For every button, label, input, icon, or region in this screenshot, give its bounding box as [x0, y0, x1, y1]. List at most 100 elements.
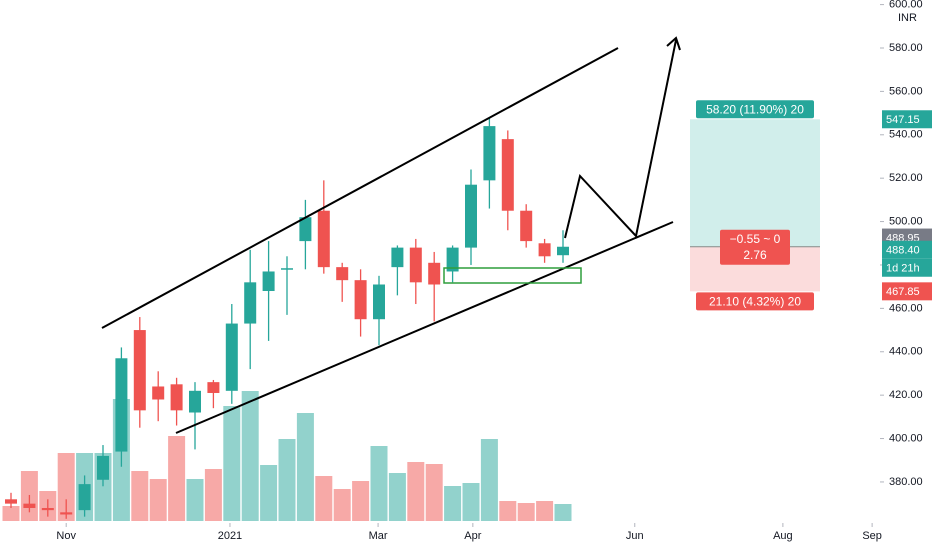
- x-tick-label: 2021: [218, 530, 242, 542]
- candle-body: [391, 247, 404, 268]
- lower-trend-line: [175, 221, 674, 434]
- candle-body: [207, 382, 220, 393]
- candle-body: [354, 280, 367, 320]
- volume-bar: [131, 471, 149, 521]
- candle-body: [281, 268, 293, 270]
- volume-bar: [554, 504, 572, 521]
- arrow-head: [666, 36, 681, 51]
- volume-bar: [204, 469, 222, 521]
- y-tick-label: 520.00: [889, 172, 923, 184]
- candle-body: [557, 246, 569, 256]
- candle-body: [520, 210, 533, 242]
- candle-body: [336, 267, 349, 281]
- countdown: 1d 21h: [886, 263, 920, 275]
- candle-body: [60, 512, 73, 515]
- candle-body: [446, 247, 459, 272]
- candle-body: [501, 139, 514, 211]
- candle-body: [41, 507, 54, 511]
- target-label-box: [696, 100, 814, 119]
- y-tick-label: 420.00: [889, 389, 923, 401]
- volume-bar: [388, 473, 406, 521]
- upper-trend-line: [101, 47, 619, 329]
- volume-bar: [57, 453, 75, 521]
- candle-body: [317, 210, 330, 268]
- position-areas: [690, 119, 820, 292]
- volume-bar: [260, 465, 278, 521]
- x-tick-label: Apr: [464, 530, 481, 542]
- stop-label-box: [696, 292, 814, 311]
- candle-layer: [5, 117, 569, 519]
- y-tick-label: 440.00: [889, 346, 923, 358]
- volume-bar: [223, 406, 241, 521]
- y-tick-label: 540.00: [889, 129, 923, 141]
- volume-bar: [536, 501, 554, 521]
- volume-bar: [296, 413, 314, 521]
- volume-bar: [2, 506, 20, 521]
- y-tick-label: 560.00: [889, 85, 923, 97]
- stop-price-tag: [882, 282, 932, 301]
- volume-bar: [407, 462, 425, 521]
- x-tick-label: Aug: [773, 530, 793, 542]
- volume-bar: [499, 501, 517, 521]
- candle-body: [78, 484, 91, 511]
- volume-bar: [352, 481, 370, 521]
- candle-body: [170, 384, 183, 411]
- candle-body: [152, 386, 165, 400]
- drawings: [101, 36, 681, 434]
- stop-label: 21.10 (4.32%) 20: [709, 295, 801, 309]
- volume-bar: [480, 439, 498, 521]
- volume-bar: [315, 476, 333, 521]
- volume-bar: [462, 483, 480, 521]
- volume-bar: [149, 479, 167, 521]
- volume-bar: [444, 486, 462, 521]
- volume-bar: [186, 479, 204, 521]
- candle-body: [409, 247, 422, 283]
- volume-bar: [425, 464, 443, 521]
- x-tick-label: Mar: [369, 530, 388, 542]
- y-tick-label: 500.00: [889, 215, 923, 227]
- candle-body: [299, 217, 312, 242]
- candle-body: [115, 358, 128, 452]
- candle-body: [23, 503, 36, 508]
- volume-bar: [333, 489, 351, 521]
- target-label: 58.20 (11.90%) 20: [706, 102, 804, 116]
- y-tick-label: 460.00: [889, 302, 923, 314]
- volume-bar: [370, 446, 388, 521]
- entry-price-tag: [882, 240, 932, 259]
- pnl-box: [720, 229, 790, 265]
- countdown-tag: [882, 258, 932, 277]
- volume-bar: [241, 391, 259, 521]
- candle-body: [133, 330, 146, 411]
- volume-bar: [168, 436, 186, 521]
- support-box: [443, 267, 582, 284]
- candle-body: [373, 284, 385, 320]
- x-tick-label: Sep: [862, 530, 882, 542]
- candle-body: [189, 390, 201, 413]
- target-zone: [690, 119, 820, 247]
- stop-price: 467.85: [886, 286, 920, 298]
- labels-layer: 380.00400.00420.00440.00460.00480.00500.…: [56, 0, 932, 542]
- candle-body: [465, 184, 477, 248]
- candle-body: [262, 271, 275, 292]
- y-tick-label: 400.00: [889, 432, 923, 444]
- target-price-tag: [882, 110, 932, 129]
- y-tick-label: 380.00: [889, 476, 923, 488]
- volume-bar: [278, 439, 296, 521]
- volume-bar: [517, 503, 535, 521]
- currency-label: INR: [898, 12, 917, 24]
- ratio-label: 2.76: [743, 248, 767, 262]
- candle-body: [244, 282, 257, 324]
- y-tick-label: 580.00: [889, 42, 923, 54]
- candle-body: [225, 323, 238, 391]
- x-tick-label: Nov: [56, 530, 76, 542]
- entry-price: 488.40: [886, 245, 920, 257]
- candle-body: [483, 126, 496, 181]
- pnl-label: −0.55 ~ 0: [730, 232, 781, 246]
- y-tick-label: 600.00: [889, 0, 923, 11]
- candle-body: [538, 243, 551, 257]
- candle-body: [97, 455, 109, 480]
- target-price: 547.15: [886, 114, 920, 126]
- candle-body: [428, 262, 441, 285]
- x-tick-label: Jun: [626, 530, 644, 542]
